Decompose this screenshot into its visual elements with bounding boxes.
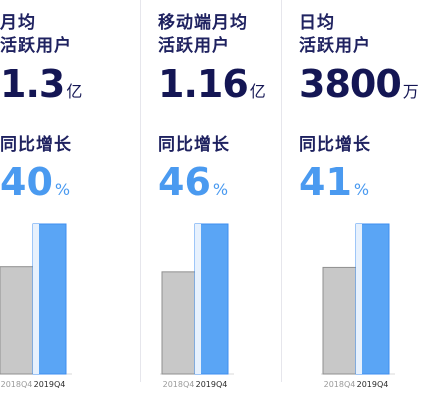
metric-title: 月均 活跃用户 [0,12,72,58]
panel-mobile-monthly-active-users: 移动端月均 活跃用户 1.16 亿 同比增长 46% 2018Q4 2019Q4 [141,0,281,414]
metric-title-line-2: 活跃用户 [158,36,230,56]
bar-2018q4 [0,266,34,375]
metric-value-number: 3800 [299,62,402,106]
bar-2018q4 [161,271,196,375]
metric-value: 1.3 亿 [0,62,82,106]
bar-chart-daily: 2018Q4 2019Q4 [321,223,395,389]
growth-number: 46 [158,160,211,204]
metric-value: 1.16 亿 [158,62,266,106]
bar-2018q4 [322,266,357,375]
bar-chart-monthly: 2018Q4 2019Q4 [0,223,72,389]
growth-number: 41 [299,160,352,204]
metric-value-unit: 亿 [66,82,83,101]
growth-label: 同比增长 [0,135,72,155]
x-tick-label: 2019Q4 [196,380,228,389]
bar-highlight [195,224,201,374]
metric-value-number: 1.16 [158,62,249,106]
growth-unit: % [212,180,229,199]
bar-highlight [33,224,39,374]
bar-chart-mobile-monthly: 2018Q4 2019Q4 [160,223,234,389]
panel-monthly-active-users: 月均 活跃用户 1.3 亿 同比增长 40% 2018Q4 2019Q4 [0,0,140,414]
growth-number: 40 [0,160,53,204]
growth-value: 41% [299,160,369,204]
x-tick-label: 2018Q4 [324,380,356,389]
x-tick-label: 2019Q4 [34,380,66,389]
metric-title-line-2: 活跃用户 [0,36,72,56]
metric-title: 日均 活跃用户 [299,12,371,58]
divider-right [281,0,282,382]
x-tick-label: 2018Q4 [1,380,33,389]
metric-value-number: 1.3 [0,62,65,106]
metric-value-unit: 万 [402,82,419,101]
metric-title-line-1: 日均 [299,13,335,33]
panel-daily-active-users: 日均 活跃用户 3800 万 同比增长 41% 2018Q4 2019Q4 [282,0,422,414]
growth-label: 同比增长 [299,135,371,155]
metric-title-line-2: 活跃用户 [299,36,371,56]
growth-value: 46% [158,160,228,204]
growth-unit: % [54,180,71,199]
metric-value-unit: 亿 [249,82,266,101]
metric-title-line-1: 月均 [0,13,36,33]
metric-value: 3800 万 [299,62,419,106]
growth-value: 40% [0,160,70,204]
divider-left [140,0,141,382]
x-tick-label: 2018Q4 [163,380,195,389]
x-tick-label: 2019Q4 [357,380,389,389]
metric-title-line-1: 移动端月均 [158,13,248,33]
growth-unit: % [353,180,370,199]
bar-highlight [356,224,362,374]
metric-title: 移动端月均 活跃用户 [158,12,248,58]
growth-label: 同比增长 [158,135,230,155]
